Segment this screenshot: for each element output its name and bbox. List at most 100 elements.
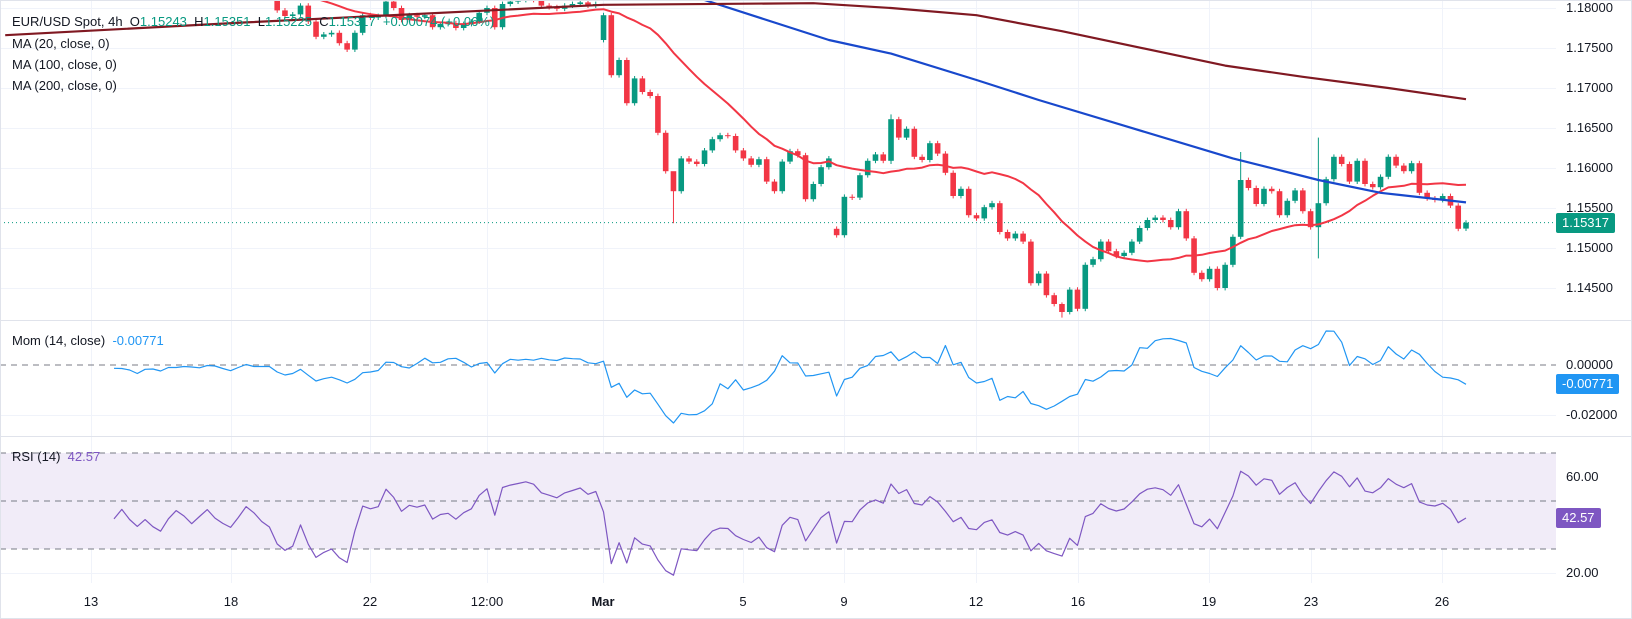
candle (533, 0, 535, 3)
candle-body (717, 135, 723, 140)
candle (1292, 188, 1298, 204)
candle-body (1463, 222, 1469, 229)
ma200-legend[interactable]: MA (200, close, 0) (12, 78, 117, 93)
candle (1175, 208, 1182, 230)
candle (1307, 208, 1314, 230)
momentum-line (113, 330, 1467, 424)
high-value: 1.15351 (203, 14, 251, 29)
close-label: C (319, 14, 329, 29)
candle (616, 57, 622, 78)
candle (833, 226, 840, 238)
candle (639, 76, 646, 95)
rsi-pane[interactable] (113, 470, 1467, 576)
candle (1315, 137, 1322, 259)
candle (1362, 158, 1368, 187)
candle (1346, 161, 1353, 184)
rsi-legend[interactable]: RSI (14) 42.57 (12, 449, 100, 465)
candle-body (950, 172, 956, 196)
candle-body (701, 150, 708, 164)
candle-body (1214, 268, 1221, 288)
ma20-legend[interactable]: MA (20, close, 0) (12, 36, 110, 51)
candle-body (1439, 196, 1446, 200)
ma100-legend[interactable]: MA (100, close, 0) (12, 57, 117, 72)
candle-body (1012, 233, 1019, 239)
candle-body (919, 156, 925, 160)
momentum-legend[interactable]: Mom (14, close) -0.00771 (12, 333, 164, 349)
candle (973, 212, 980, 221)
candle-body (911, 128, 918, 157)
candle-body (958, 188, 964, 196)
candle-body (989, 203, 995, 208)
candle (1385, 154, 1392, 180)
rsi-tick: 60.00 (1566, 469, 1599, 484)
candle-body (297, 5, 304, 15)
momentum-pane[interactable] (113, 330, 1467, 424)
low-value: 1.15225 (265, 14, 312, 29)
time-tick: 5 (739, 594, 747, 609)
candle-body (437, 24, 444, 28)
price-tick: 1.17000 (1566, 80, 1613, 95)
candle-body (771, 181, 778, 192)
candle (709, 136, 716, 153)
candle (1035, 271, 1042, 286)
candle (1206, 266, 1213, 282)
candle (1152, 215, 1158, 223)
candle (585, 0, 591, 8)
candle (600, 12, 607, 43)
candle (927, 140, 933, 163)
price-pane[interactable] (2, 0, 1469, 318)
candle (841, 194, 848, 238)
candle (1136, 225, 1143, 244)
candle (1237, 152, 1244, 240)
candle (1463, 220, 1469, 231)
symbol-legend: EUR/USD Spot, 4h O1.15243 H1.15351 L1.15… (12, 14, 494, 30)
candle-body (1074, 289, 1081, 309)
candle (693, 159, 700, 167)
candle (965, 186, 972, 218)
candle-body (1253, 188, 1260, 204)
price-tick: 1.16000 (1566, 160, 1613, 175)
candle (1121, 250, 1127, 259)
price-tick: 1.18000 (1566, 0, 1613, 15)
candle (328, 30, 335, 37)
candle (1066, 287, 1073, 315)
candle (313, 19, 319, 40)
high-label: H (194, 14, 204, 29)
candle-body (352, 32, 358, 50)
candle-body (1245, 180, 1252, 188)
rsi-line (113, 470, 1467, 576)
candle (678, 156, 685, 194)
candle (1082, 262, 1089, 312)
candle-body (662, 132, 669, 172)
candle (1369, 181, 1376, 190)
candle (810, 181, 817, 202)
candle (1261, 186, 1267, 207)
candle-body (655, 96, 661, 133)
candle (289, 12, 296, 19)
price-tick: 1.14500 (1566, 280, 1613, 295)
candle (453, 20, 459, 31)
candle-body (1206, 268, 1213, 280)
candle-body (274, 0, 280, 11)
rsi-tick: 20.00 (1566, 565, 1599, 580)
candle (826, 156, 832, 170)
candle (624, 57, 630, 106)
candle-body (997, 203, 1003, 232)
symbol-name[interactable]: EUR/USD Spot, 4h (12, 14, 123, 29)
candle-body (670, 171, 677, 192)
momentum-tick: -0.02000 (1566, 407, 1618, 422)
candle-body (1377, 176, 1384, 188)
candle-body (849, 196, 855, 198)
candle-body (872, 154, 879, 161)
price-tick: 1.17500 (1566, 40, 1613, 55)
candle (538, 0, 545, 8)
candle-body (942, 153, 949, 173)
candle-body (864, 160, 871, 176)
last-price-tag: 1.15317 (1556, 213, 1615, 233)
candle (895, 116, 902, 140)
candle-body (693, 161, 700, 164)
candle (1199, 270, 1205, 282)
candle-body (794, 151, 801, 156)
candle-body (841, 196, 848, 236)
